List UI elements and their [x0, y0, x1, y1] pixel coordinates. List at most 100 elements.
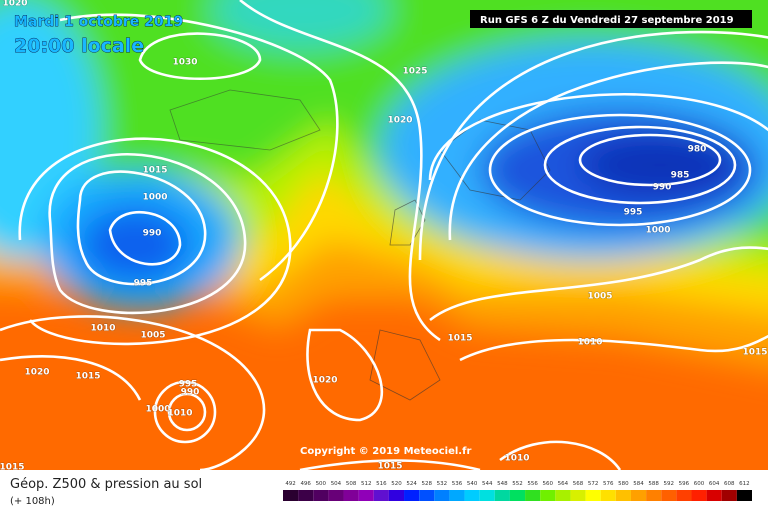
isobar-label: 1010	[504, 454, 529, 464]
colorbar-label: 612	[739, 481, 750, 487]
isobar-label: 1025	[402, 67, 427, 77]
colorbar-cell	[706, 490, 722, 501]
run-label: Run GFS 6 Z du Vendredi 27 septembre 201…	[480, 15, 734, 26]
colorbar-cell	[661, 490, 677, 501]
colorbar-label: 552	[512, 481, 523, 487]
colorbar-label: 584	[633, 481, 644, 487]
colorbar-cell	[570, 490, 586, 501]
colorbar-label: 524	[406, 481, 417, 487]
colorbar-label: 504	[331, 481, 342, 487]
time-label: 20:00 locale	[14, 35, 144, 57]
colorbar-label: 500	[316, 481, 327, 487]
colorbar-cell	[283, 490, 299, 501]
isobar-label: 1005	[587, 292, 612, 302]
colorbar-cell	[298, 490, 314, 501]
isobar-label: 1015	[447, 334, 472, 344]
isobar-label: 995	[624, 208, 643, 218]
isobar-label: 1015	[742, 348, 767, 358]
colorbar-label: 548	[497, 481, 508, 487]
colorbar-cell	[464, 490, 480, 501]
colorbar-label: 536	[452, 481, 463, 487]
colorbar-cell	[343, 490, 359, 501]
isobar-label: 990	[181, 388, 200, 398]
isobar-label: 990	[653, 183, 672, 193]
colorbar-cell	[494, 490, 510, 501]
colorbar-cell	[434, 490, 450, 501]
colorbar-label: 540	[467, 481, 478, 487]
isobar-label: 1010	[577, 338, 602, 348]
colorbar-label: 580	[618, 481, 629, 487]
isobar-label: 995	[179, 380, 198, 390]
colorbar-cell	[404, 490, 420, 501]
isobar-label: 1010	[167, 409, 192, 419]
colorbar-label: 564	[558, 481, 569, 487]
colorbar: 492 496 500 504 508 512 516 520 524 528 532 536 540 5…	[283, 481, 752, 501]
copyright: Copyright © 2019 Meteociel.fr	[300, 446, 471, 457]
colorbar-cell	[373, 490, 389, 501]
colorbar-cell	[313, 490, 329, 501]
legend-lead: (+ 108h)	[10, 496, 55, 507]
isobar-label: 985	[671, 171, 690, 181]
isobar-label: 1015	[0, 463, 25, 473]
colorbar-label: 532	[437, 481, 448, 487]
colorbar-cell	[721, 490, 737, 501]
colorbar-cell	[540, 490, 556, 501]
colorbar-cell	[509, 490, 526, 501]
colorbar-label: 560	[543, 481, 554, 487]
isobar-label: 1005	[140, 331, 165, 341]
colorbar-label: 572	[588, 481, 599, 487]
colorbar-label: 588	[648, 481, 659, 487]
colorbar-label: 544	[482, 481, 493, 487]
colorbar-label: 512	[361, 481, 372, 487]
colorbar-label: 520	[391, 481, 402, 487]
colorbar-cell	[328, 490, 344, 501]
colorbar-cell	[525, 490, 541, 501]
colorbar-cell	[736, 490, 752, 501]
isobar-label: 1015	[142, 166, 167, 176]
isobar-label: 1010	[90, 324, 115, 334]
colorbar-label: 492	[285, 481, 296, 487]
isobar-label: 1020	[312, 376, 337, 386]
colorbar-label: 556	[527, 481, 538, 487]
isobar-label: 1030	[172, 58, 197, 68]
isobar-label: 995	[134, 279, 153, 289]
colorbar-label: 496	[300, 481, 311, 487]
colorbar-cell	[479, 490, 495, 501]
colorbar-label: 592	[664, 481, 675, 487]
run-box	[470, 10, 752, 28]
colorbar-cell	[449, 490, 465, 501]
isobar-label: 1015	[75, 372, 100, 382]
colorbar-cell	[600, 490, 616, 501]
colorbar-label: 604	[709, 481, 720, 487]
colorbar-cell	[388, 490, 405, 501]
colorbar-cell	[615, 490, 631, 501]
legend-title: Géop. Z500 & pression au sol	[10, 477, 202, 492]
colorbar-label: 596	[679, 481, 690, 487]
colorbar-cell	[676, 490, 692, 501]
colorbar-label: 568	[573, 481, 584, 487]
date-label: Mardi 1 octobre 2019	[14, 14, 183, 30]
isobar-label: 1020	[387, 116, 412, 126]
isobar-label: 1020	[2, 0, 27, 9]
colorbar-cell	[585, 490, 601, 501]
colorbar-cell	[630, 490, 647, 501]
geopotential-field: 1020 1030 1025 1020 1015 1000 990 995 10…	[0, 0, 768, 473]
colorbar-cell	[646, 490, 662, 501]
colorbar-cell	[419, 490, 435, 501]
isobar-label: 1000	[142, 193, 167, 203]
colorbar-cell	[555, 490, 571, 501]
colorbar-label: 608	[724, 481, 735, 487]
isobar-label: 1020	[24, 368, 49, 378]
colorbar-cell	[691, 490, 707, 501]
isobar-label: 1015	[377, 462, 402, 472]
isobar-label: 990	[143, 229, 162, 239]
colorbar-label: 528	[421, 481, 432, 487]
colorbar-cell	[358, 490, 374, 501]
colorbar-label: 600	[694, 481, 705, 487]
isobar-label: 980	[688, 145, 707, 155]
isobar-label: 1000	[645, 226, 670, 236]
colorbar-label: 508	[346, 481, 357, 487]
colorbar-label: 576	[603, 481, 614, 487]
isobar-label: 1000	[145, 405, 170, 415]
